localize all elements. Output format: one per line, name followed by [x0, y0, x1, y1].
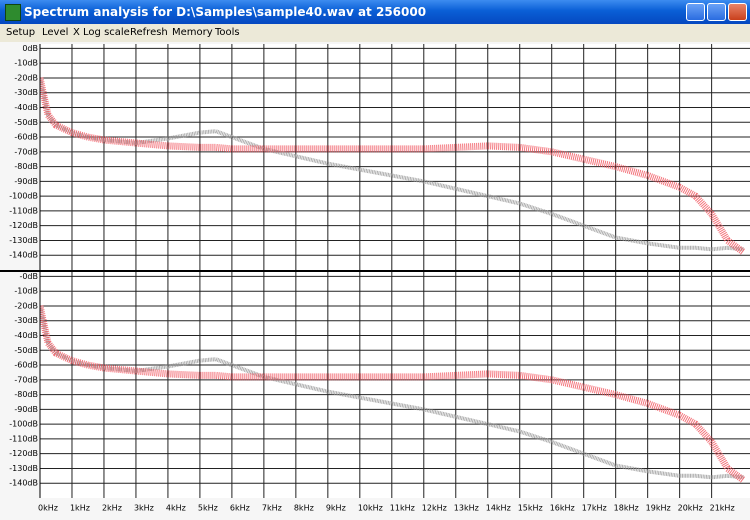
- minimize-button[interactable]: [686, 3, 705, 21]
- x-tick-label: 21kHz: [710, 504, 735, 513]
- plot-area: [40, 44, 750, 270]
- y-tick-label: -20dB: [14, 73, 38, 82]
- x-tick-label: 6kHz: [230, 504, 250, 513]
- y-tick-label: -140dB: [9, 479, 38, 488]
- x-tick-label: 18kHz: [614, 504, 639, 513]
- y-tick-label: -10dB: [14, 59, 38, 68]
- y-tick-label: -110dB: [9, 206, 38, 215]
- y-tick-label: -130dB: [9, 236, 38, 245]
- y-tick-label: -110dB: [9, 434, 38, 443]
- window-title: Spectrum analysis for D:\Samples\sample4…: [24, 5, 427, 19]
- x-tick-label: 19kHz: [646, 504, 671, 513]
- x-tick-label: 11kHz: [390, 504, 415, 513]
- y-tick-label: -40dB: [14, 103, 38, 112]
- x-tick-label: 16kHz: [550, 504, 575, 513]
- y-tick-label: -60dB: [14, 361, 38, 370]
- x-tick-label: 17kHz: [582, 504, 607, 513]
- spectrum-line: [40, 305, 746, 484]
- y-tick-label: -40dB: [14, 331, 38, 340]
- y-tick-label: -120dB: [9, 221, 38, 230]
- app-icon: [5, 4, 21, 21]
- x-tick-label: 7kHz: [262, 504, 282, 513]
- menu-bar: Setup Level X Log scale Refresh Memory T…: [0, 24, 750, 42]
- y-tick-label: -20dB: [14, 301, 38, 310]
- y-tick-label: -140dB: [9, 251, 38, 260]
- menu-item[interactable]: Memory: [172, 27, 213, 38]
- y-tick-label: -50dB: [14, 118, 38, 127]
- y-tick-label: -10dB: [14, 287, 38, 296]
- x-tick-label: 5kHz: [198, 504, 218, 513]
- x-tick-label: 15kHz: [518, 504, 543, 513]
- y-tick-label: -120dB: [9, 449, 38, 458]
- y-tick-label: -60dB: [14, 133, 38, 142]
- x-tick-label: 2kHz: [102, 504, 122, 513]
- y-tick-label: -50dB: [14, 346, 38, 355]
- y-tick-label: -90dB: [14, 405, 38, 414]
- title-bar: Spectrum analysis for D:\Samples\sample4…: [0, 0, 750, 24]
- menu-item[interactable]: Level: [42, 27, 69, 38]
- y-tick-label: -30dB: [14, 316, 38, 325]
- spectrum-line: [40, 77, 746, 256]
- y-tick-label: -70dB: [14, 375, 38, 384]
- y-tick-label: -90dB: [14, 177, 38, 186]
- y-tick-label: -70dB: [14, 147, 38, 156]
- close-button[interactable]: [728, 3, 747, 21]
- y-tick-label: 0dB: [22, 44, 38, 53]
- plot-area: [40, 272, 750, 498]
- x-tick-label: 0kHz: [38, 504, 58, 513]
- x-tick-label: 3kHz: [134, 504, 154, 513]
- y-tick-label: -80dB: [14, 162, 38, 171]
- x-tick-label: 9kHz: [326, 504, 346, 513]
- x-tick-label: 1kHz: [70, 504, 90, 513]
- y-tick-label: -130dB: [9, 464, 38, 473]
- x-tick-label: 4kHz: [166, 504, 186, 513]
- spectrum-line: [40, 77, 744, 252]
- y-tick-label: -80dB: [14, 390, 38, 399]
- menu-item[interactable]: Refresh: [130, 27, 168, 38]
- maximize-button[interactable]: [707, 3, 726, 21]
- x-tick-label: 10kHz: [358, 504, 383, 513]
- x-tick-label: 14kHz: [486, 504, 511, 513]
- y-tick-label: -0dB: [19, 272, 38, 281]
- x-tick-label: 13kHz: [454, 504, 479, 513]
- y-tick-label: -100dB: [9, 420, 38, 429]
- menu-item[interactable]: Setup: [6, 27, 36, 38]
- spectrum-line: [40, 305, 744, 480]
- y-tick-label: -30dB: [14, 88, 38, 97]
- spectrum-view: 0dB -10dB -20dB -30dB -40dB -50dB -60dB -70dB -8…: [0, 42, 750, 520]
- x-tick-label: 12kHz: [422, 504, 447, 513]
- y-tick-label: -100dB: [9, 192, 38, 201]
- menu-item[interactable]: Tools: [215, 27, 240, 38]
- x-tick-label: 8kHz: [294, 504, 314, 513]
- x-tick-label: 20kHz: [678, 504, 703, 513]
- menu-item[interactable]: X Log scale: [73, 27, 130, 38]
